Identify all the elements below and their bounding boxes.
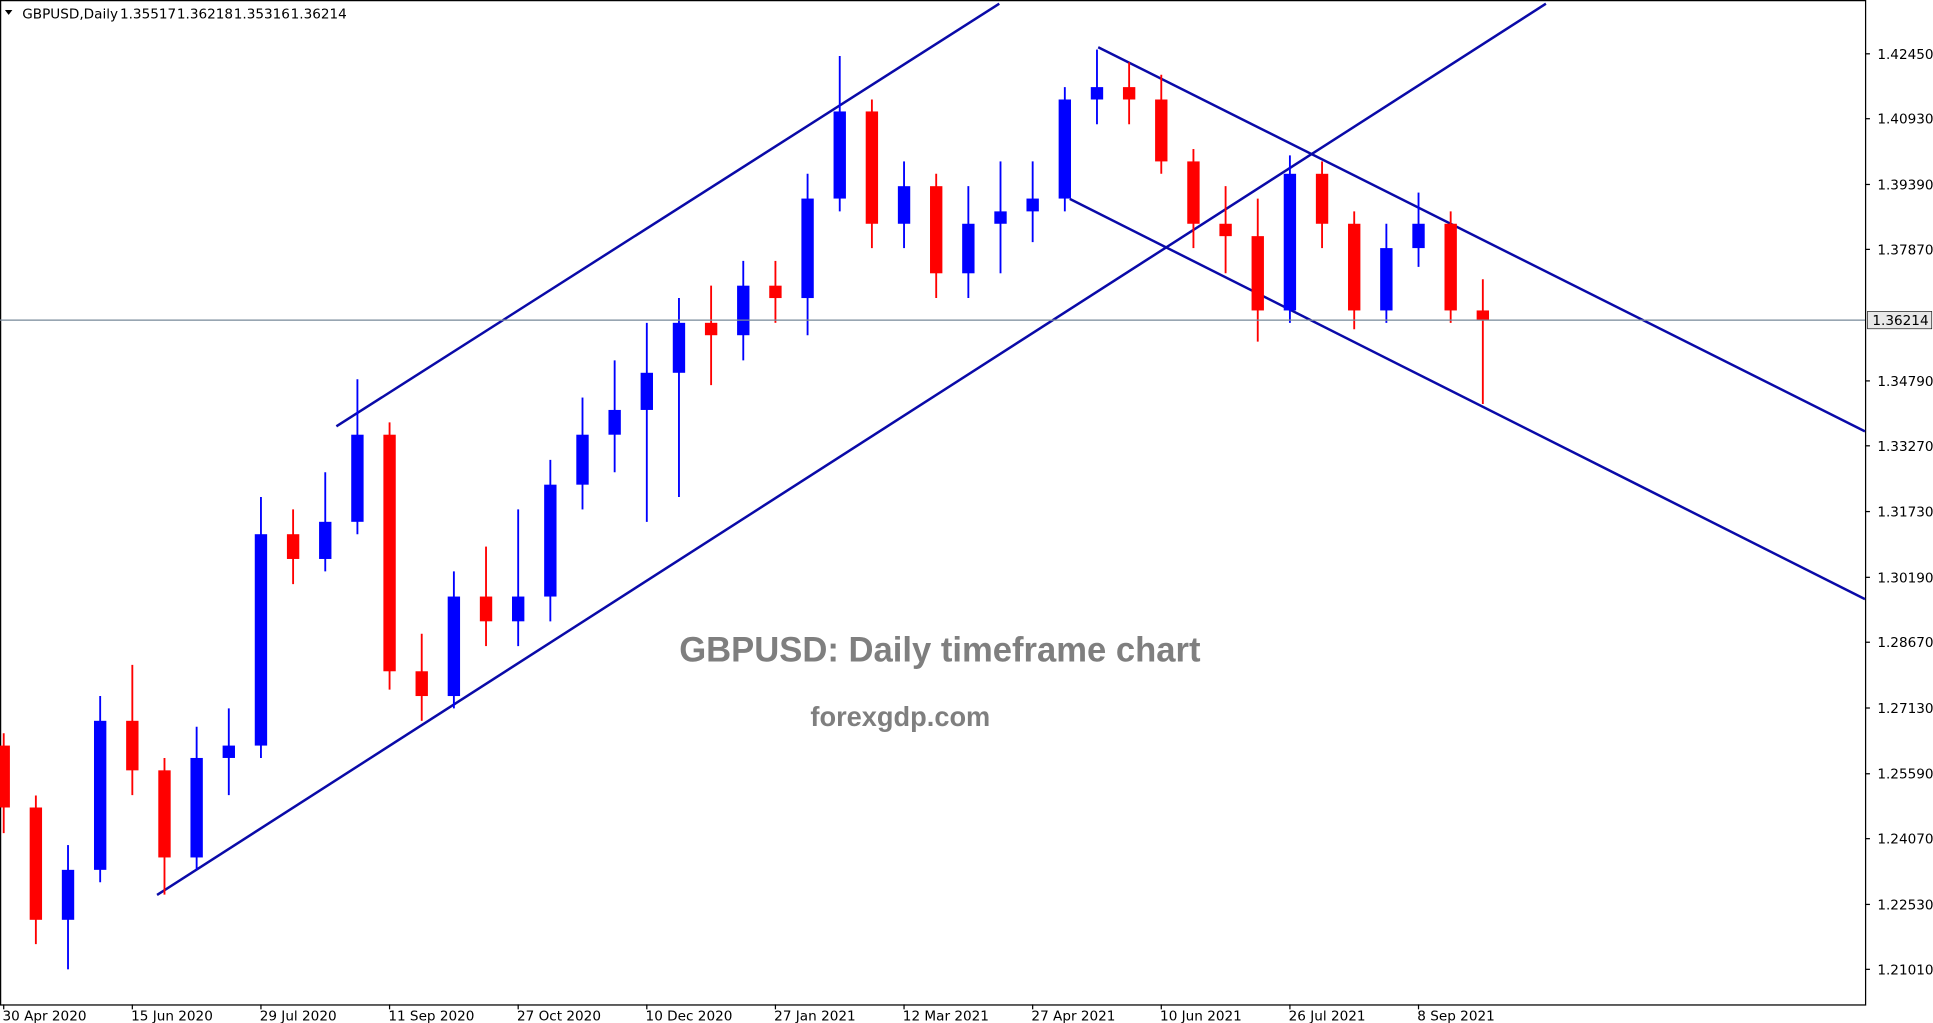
y-tick-label: 1.37870 [1877, 242, 1933, 258]
x-tick-label: 27 Oct 2020 [517, 1008, 601, 1023]
candle-body [640, 372, 653, 410]
header-value: 1.35316 [234, 7, 290, 23]
candle-body [865, 111, 879, 224]
x-tick-label: 10 Jun 2021 [1160, 1008, 1242, 1023]
candle-body [479, 596, 493, 622]
x-tick-label: 29 Jul 2020 [260, 1008, 337, 1023]
candle-body [1380, 248, 1393, 311]
candle-body [1026, 198, 1039, 212]
x-tick-label: 12 Mar 2021 [903, 1008, 989, 1023]
y-tick-label: 1.39390 [1877, 177, 1933, 193]
candle-body [704, 322, 718, 336]
x-tick-label: 10 Dec 2020 [646, 1008, 733, 1023]
y-tick-label: 1.31730 [1877, 505, 1933, 521]
candle-body [158, 770, 171, 858]
trendline [1097, 46, 1866, 433]
candle-body [254, 534, 268, 746]
candle-body [1187, 161, 1200, 224]
header-value: 1.36218 [177, 7, 233, 23]
candle-body [737, 285, 750, 336]
candle-body [0, 745, 10, 808]
y-tick-label: 1.27130 [1877, 701, 1933, 717]
header-values: 1.35517 1.36218 1.35316 1.36214 [120, 7, 347, 23]
candle-body [1122, 87, 1136, 100]
candle-body [61, 869, 75, 920]
y-tick-label: 1.21010 [1877, 962, 1933, 978]
x-tick-label: 26 Jul 2021 [1289, 1008, 1366, 1023]
trendline [1069, 197, 1866, 601]
candle-body [1090, 87, 1104, 100]
candle-body [383, 434, 396, 672]
candle-body [897, 186, 911, 224]
trendline [335, 2, 1000, 428]
watermark-title: GBPUSD: Daily timeframe chart [679, 631, 1201, 669]
candle-body [512, 596, 525, 622]
candle-body [93, 720, 107, 870]
x-tick-label: 27 Apr 2021 [1031, 1008, 1115, 1023]
y-tick-label: 1.42450 [1877, 47, 1933, 63]
y-tick-label: 1.40930 [1877, 112, 1933, 128]
candle-body [1348, 223, 1361, 311]
candle-body [608, 409, 621, 435]
header-value: 1.35517 [120, 7, 176, 23]
x-tick-label: 15 Jun 2020 [131, 1008, 213, 1023]
y-tick-label: 1.30190 [1877, 570, 1933, 586]
candle-body [286, 534, 300, 559]
candle-body [319, 521, 332, 559]
x-tick-label: 8 Sep 2021 [1417, 1008, 1494, 1023]
menu-arrow[interactable] [4, 9, 13, 15]
candle-body [672, 322, 686, 373]
candle-body [126, 720, 139, 771]
candle-body [1058, 99, 1072, 199]
x-tick-label: 30 Apr 2020 [2, 1008, 86, 1023]
candle-body [801, 198, 814, 299]
x-tick-label: 27 Jan 2021 [774, 1008, 855, 1023]
watermark-site: forexgdp.com [810, 701, 990, 732]
candle-body [447, 596, 461, 697]
plot-frame [0, 0, 1867, 1006]
candle-body [576, 434, 589, 485]
candle-body [1155, 99, 1168, 162]
candle-body [351, 434, 364, 522]
candle-body [769, 285, 782, 299]
current-price-box [1867, 311, 1933, 330]
y-tick-label: 1.28670 [1877, 635, 1933, 651]
candle-body [994, 211, 1007, 224]
candle-body [930, 186, 943, 274]
header-value: 1.36214 [291, 7, 347, 23]
candle-body [29, 807, 43, 920]
y-tick-label: 1.34790 [1877, 374, 1933, 390]
candle-body [1251, 236, 1264, 311]
candle-body [190, 757, 203, 858]
candle-body [415, 671, 428, 697]
y-tick-label: 1.25590 [1877, 767, 1933, 783]
trendline [156, 2, 1547, 897]
candle-body [833, 111, 846, 199]
x-tick-label: 11 Sep 2020 [388, 1008, 474, 1023]
y-tick-label: 1.22530 [1877, 897, 1933, 913]
candle-body [1444, 223, 1457, 311]
symbol-title: GBPUSD,Daily [22, 7, 118, 23]
candle-body [1476, 310, 1490, 321]
candle-body [1412, 223, 1425, 249]
candle-body [1315, 173, 1329, 224]
candle-body [1283, 173, 1297, 311]
candle-body [544, 484, 557, 597]
current-price-label: 1.36214 [1872, 313, 1928, 329]
candle-body [962, 223, 975, 274]
y-tick-label: 1.24070 [1877, 832, 1933, 848]
y-tick-label: 1.33270 [1877, 439, 1933, 455]
candle-body [222, 745, 235, 758]
candle-body [1219, 223, 1232, 237]
